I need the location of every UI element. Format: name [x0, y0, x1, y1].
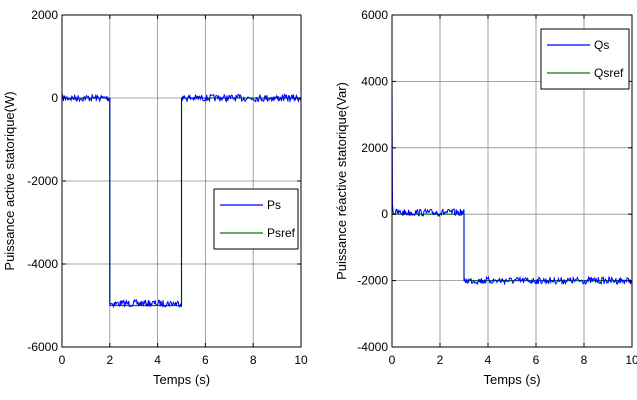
legend: Qs Qsref	[540, 28, 630, 90]
legend-label-psref: Psref	[267, 226, 296, 240]
x-tick-label: 2	[106, 353, 113, 367]
legend-box	[540, 28, 630, 90]
x-tick-label: 0	[389, 353, 396, 367]
y-axis-label: Puissance réactive statorique(Var)	[334, 82, 349, 280]
x-tick-label: 4	[485, 353, 492, 367]
legend-label-qs: Qs	[594, 38, 609, 52]
y-tick-label: -2000	[357, 274, 388, 288]
y-tick-label: -4000	[357, 340, 388, 354]
x-tick-label: 6	[533, 353, 540, 367]
y-tick-label: 2000	[361, 141, 388, 155]
chart-active-power: 0 2 4 6 8 10 -6000 -4000 -2000 0 2000 Temps (s) Puis…	[2, 8, 308, 387]
legend: Ps Psref	[213, 188, 299, 250]
y-tick-label: -6000	[27, 340, 58, 354]
y-tick-label: 6000	[361, 8, 388, 22]
y-tick-label: 2000	[31, 8, 58, 22]
series-line-qs	[391, 74, 633, 286]
y-tick-label: 0	[381, 207, 388, 221]
x-tick-label: 8	[581, 353, 588, 367]
x-tick-label: 2	[437, 353, 444, 367]
y-tick-label: -4000	[27, 257, 58, 271]
y-tick-label: 0	[51, 91, 58, 105]
x-tick-label: 10	[294, 353, 308, 367]
x-tick-label: 0	[59, 353, 66, 367]
series-line-ps	[61, 93, 302, 309]
legend-label-qsref: Qsref	[594, 66, 624, 80]
x-axis-label: Temps (s)	[153, 372, 210, 387]
x-tick-label: 10	[625, 353, 637, 367]
x-tick-label: 4	[154, 353, 161, 367]
x-tick-label: 6	[202, 353, 209, 367]
y-axis-label: Puissance active statorique(W)	[2, 91, 17, 270]
axes-frame	[391, 14, 633, 348]
x-tick-label: 8	[250, 353, 257, 367]
y-tick-label: 4000	[361, 74, 388, 88]
legend-box	[213, 188, 299, 250]
legend-label-ps: Ps	[267, 198, 281, 212]
y-tick-label: -2000	[27, 174, 58, 188]
chart-reactive-power: 0 2 4 6 8 10 -4000 -2000 0 2000 4000 6000 Temps (s) P…	[334, 8, 637, 387]
x-axis-label: Temps (s)	[483, 372, 540, 387]
